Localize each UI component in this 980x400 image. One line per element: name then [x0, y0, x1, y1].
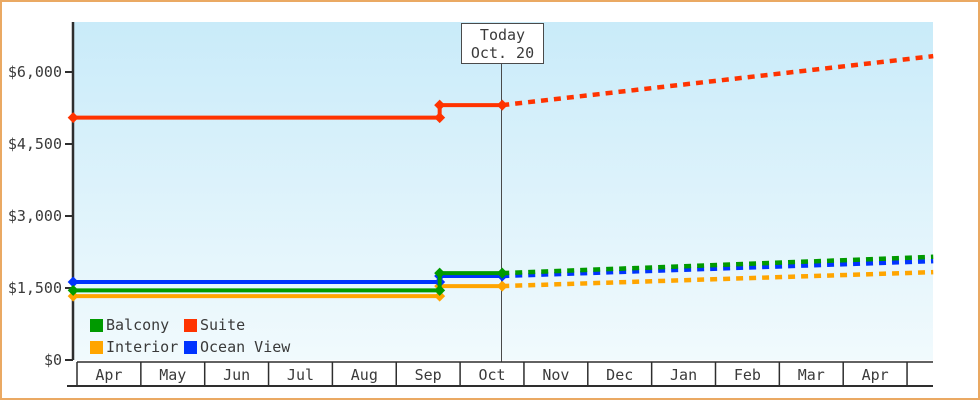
- series-marker-interior: [434, 290, 446, 302]
- today-label: Today: [479, 25, 526, 44]
- legend-item-ocean-view: Ocean View: [184, 336, 290, 358]
- month-label-aug-4: Aug: [351, 366, 378, 384]
- plot-background: [74, 22, 933, 360]
- legend-swatch-suite: [184, 318, 197, 332]
- y-tick-label: $1,500: [8, 279, 62, 297]
- month-label-sep-5: Sep: [415, 366, 442, 384]
- series-projection-balcony: [502, 254, 934, 276]
- series-marker-suite: [434, 112, 446, 124]
- series-marker-balcony: [496, 267, 508, 279]
- series-line-suite: [73, 103, 503, 120]
- month-label-dec-8: Dec: [606, 366, 633, 384]
- legend-item-interior: Interior: [90, 336, 184, 358]
- legend-item-suite: Suite: [184, 314, 290, 336]
- series-marker-balcony: [434, 267, 446, 279]
- month-label-jun-2: Jun: [223, 366, 250, 384]
- series-marker-interior: [496, 280, 508, 292]
- legend-label-interior: Interior: [106, 338, 179, 356]
- series-marker-interior: [67, 290, 79, 302]
- y-tick-label: $0: [44, 351, 62, 369]
- series-marker-suite: [434, 99, 446, 111]
- month-label-oct-6: Oct: [478, 366, 505, 384]
- month-label-may-1: May: [159, 366, 186, 384]
- month-label-apr-12: Apr: [862, 366, 889, 384]
- series-marker-balcony: [434, 284, 446, 296]
- today-date-label: Oct. 20: [470, 43, 535, 62]
- legend-swatch-interior: [90, 340, 103, 354]
- month-label-feb-10: Feb: [734, 366, 761, 384]
- series-marker-ocean-view: [67, 276, 79, 288]
- month-label-jan-9: Jan: [670, 366, 697, 384]
- series-projection-interior: [502, 269, 934, 289]
- series-marker-suite: [496, 99, 508, 111]
- month-label-apr-0: Apr: [95, 366, 122, 384]
- legend-label-ocean-view: Ocean View: [200, 338, 291, 356]
- y-tick-label: $6,000: [8, 63, 62, 81]
- legend-label-balcony: Balcony: [106, 316, 170, 334]
- month-label-nov-7: Nov: [542, 366, 569, 384]
- legend-label-suite: Suite: [200, 316, 246, 334]
- series-marker-suite: [67, 112, 79, 124]
- today-annotation-box: Today Oct. 20: [461, 23, 544, 64]
- y-tick-label: $4,500: [8, 135, 62, 153]
- legend-swatch-ocean-view: [184, 340, 197, 354]
- month-label-jul-3: Jul: [287, 366, 314, 384]
- legend-swatch-balcony: [90, 318, 103, 332]
- legend-item-balcony: Balcony: [90, 314, 184, 336]
- series-projection-ocean-view: [502, 258, 934, 279]
- month-label-mar-11: Mar: [798, 366, 825, 384]
- series-line-balcony: [73, 271, 503, 293]
- series-marker-balcony: [67, 284, 79, 296]
- legend: Balcony Suite Interior Ocean View: [90, 314, 290, 358]
- y-tick-label: $3,000: [8, 207, 62, 225]
